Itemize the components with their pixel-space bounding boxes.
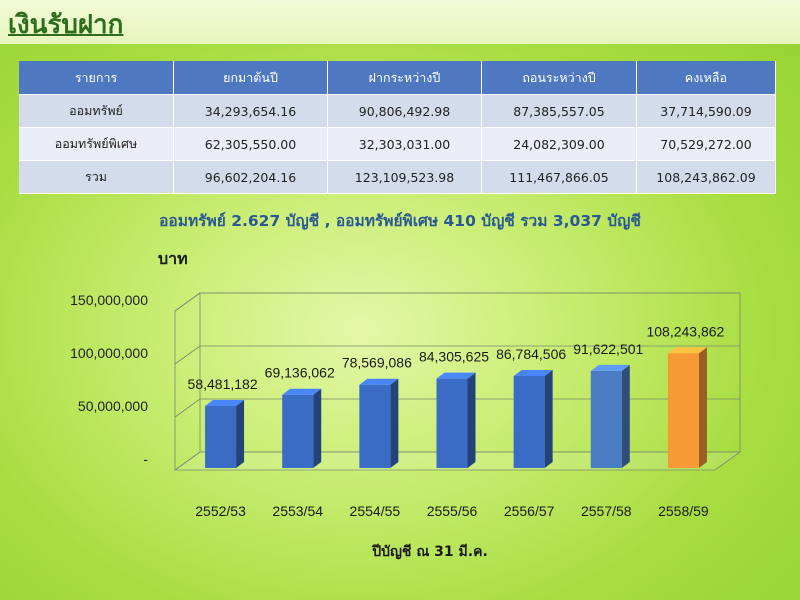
side-wall-top: [174, 292, 201, 312]
cell-deposits: 123,109,523.98: [327, 160, 482, 194]
bar: [282, 394, 314, 468]
deposit-table: รายการ ยกมาต้นปี ฝากระหว่างปี ถอนระหว่าง…: [19, 61, 776, 194]
data-label: 86,784,506: [496, 346, 566, 362]
y-tick-label: 150,000,000: [70, 292, 148, 308]
cell-balance: 37,714,590.09: [636, 94, 776, 128]
y-axis-unit-label: บาท: [158, 249, 188, 268]
title-band: [0, 0, 800, 44]
table-header-row: รายการ ยกมาต้นปี ฝากระหว่างปี ถอนระหว่าง…: [19, 61, 776, 95]
cell-brought-forward: 34,293,654.16: [173, 94, 328, 128]
bar-side: [390, 378, 399, 468]
bar-top: [359, 378, 399, 385]
bar: [667, 353, 699, 468]
bar-side: [621, 364, 630, 468]
bar: [436, 378, 468, 468]
bar: [590, 370, 622, 468]
x-axis-title: ปีบัญชี ณ 31 มี.ค.: [372, 544, 488, 560]
row-label: ออมทรัพย์: [19, 94, 174, 128]
bar: [513, 376, 545, 468]
col-header-deposits: ฝากระหว่างปี: [327, 61, 482, 95]
col-header-withdrawals: ถอนระหว่างปี: [481, 61, 637, 95]
row-label: รวม: [19, 160, 174, 194]
bar-top: [513, 370, 553, 377]
row-label: ออมทรัพย์พิเศษ: [19, 127, 174, 161]
y-tick-label: 100,000,000: [70, 345, 148, 361]
cell-brought-forward: 62,305,550.00: [173, 127, 328, 161]
x-tick-label: 2553/54: [272, 503, 323, 519]
x-tick-label: 2554/55: [350, 503, 401, 519]
bar-side: [236, 400, 245, 468]
col-header-item: รายการ: [19, 61, 174, 95]
bar-side: [313, 388, 322, 468]
page-title: เงินรับฝาก: [8, 10, 124, 40]
side-wall-gridline: [174, 398, 201, 418]
cell-balance: 70,529,272.00: [636, 127, 776, 161]
data-label: 108,243,862: [646, 323, 724, 339]
account-summary: ออมทรัพย์ 2.627 บัญชี , ออมทรัพย์พิเศษ 4…: [159, 212, 641, 230]
cell-withdrawals: 24,082,309.00: [481, 127, 637, 161]
data-label: 84,305,625: [419, 349, 489, 365]
x-tick-label: 2556/57: [504, 503, 555, 519]
bar-top: [590, 364, 630, 371]
side-wall-gridline: [174, 345, 201, 365]
table-row: ออมทรัพย์พิเศษ 62,305,550.00 32,303,031.…: [19, 127, 776, 161]
data-label: 78,569,086: [342, 355, 412, 371]
bar-top: [282, 388, 322, 395]
bar: [205, 406, 237, 468]
x-tick-label: 2557/58: [581, 503, 632, 519]
bar: [359, 384, 391, 468]
data-label: 58,481,182: [188, 376, 258, 392]
cell-brought-forward: 96,602,204.16: [173, 160, 328, 194]
col-header-balance: คงเหลือ: [636, 61, 776, 95]
data-label: 91,622,501: [573, 341, 643, 357]
bar-side: [467, 372, 476, 468]
x-tick-label: 2558/59: [658, 503, 709, 519]
col-header-brought-forward: ยกมาต้นปี: [173, 61, 328, 95]
bar-side: [698, 347, 707, 468]
bar-top: [667, 347, 707, 354]
y-tick-label: 50,000,000: [78, 398, 148, 414]
x-tick-label: 2552/53: [195, 503, 246, 519]
cell-withdrawals: 111,467,866.05: [481, 160, 637, 194]
y-tick-label: -: [143, 451, 148, 467]
table-row: รวม 96,602,204.16 123,109,523.98 111,467…: [19, 160, 776, 194]
table-row: ออมทรัพย์ 34,293,654.16 90,806,492.98 87…: [19, 94, 776, 128]
bar-side: [544, 370, 553, 468]
bar-top: [205, 400, 245, 407]
cell-deposits: 90,806,492.98: [327, 94, 482, 128]
cell-withdrawals: 87,385,557.05: [481, 94, 637, 128]
cell-deposits: 32,303,031.00: [327, 127, 482, 161]
bar-top: [436, 372, 476, 379]
x-tick-label: 2555/56: [427, 503, 478, 519]
data-label: 69,136,062: [265, 365, 335, 381]
cell-balance: 108,243,862.09: [636, 160, 776, 194]
